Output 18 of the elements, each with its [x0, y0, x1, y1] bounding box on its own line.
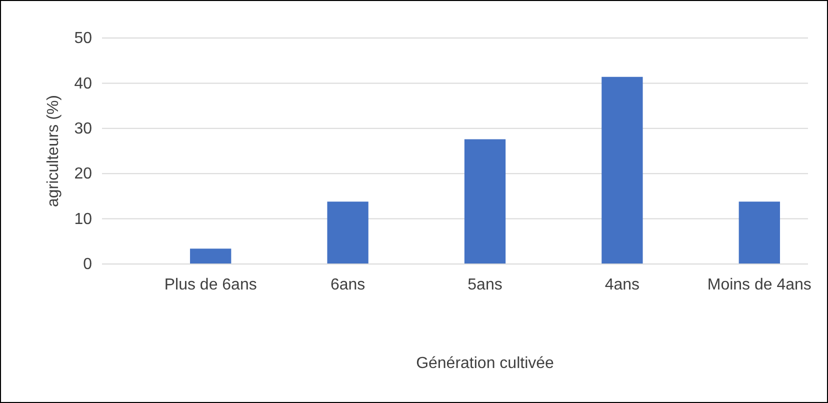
y-tick-label: 20: [74, 166, 92, 183]
y-tick-label: 30: [74, 120, 92, 138]
x-tick-label: Moins de 4ans: [707, 276, 812, 294]
x-axis-title: Génération cultivée: [416, 355, 554, 372]
y-axis-title: agriculteurs (%): [45, 94, 62, 208]
x-tick-label: Plus de 6ans: [164, 276, 257, 294]
bar: [190, 248, 232, 264]
bar: [738, 202, 780, 264]
x-tick-label: 4ans: [604, 276, 640, 294]
bar: [327, 202, 368, 264]
y-tick-label: 40: [74, 75, 92, 92]
y-tick-label: 0: [83, 256, 92, 274]
bar: [464, 139, 506, 264]
x-tick-label: 6ans: [330, 276, 366, 294]
y-tick-label: 50: [74, 30, 92, 48]
x-tick-label: 5ans: [468, 276, 502, 294]
y-tick-label: 10: [74, 210, 92, 228]
bar: [602, 76, 643, 264]
